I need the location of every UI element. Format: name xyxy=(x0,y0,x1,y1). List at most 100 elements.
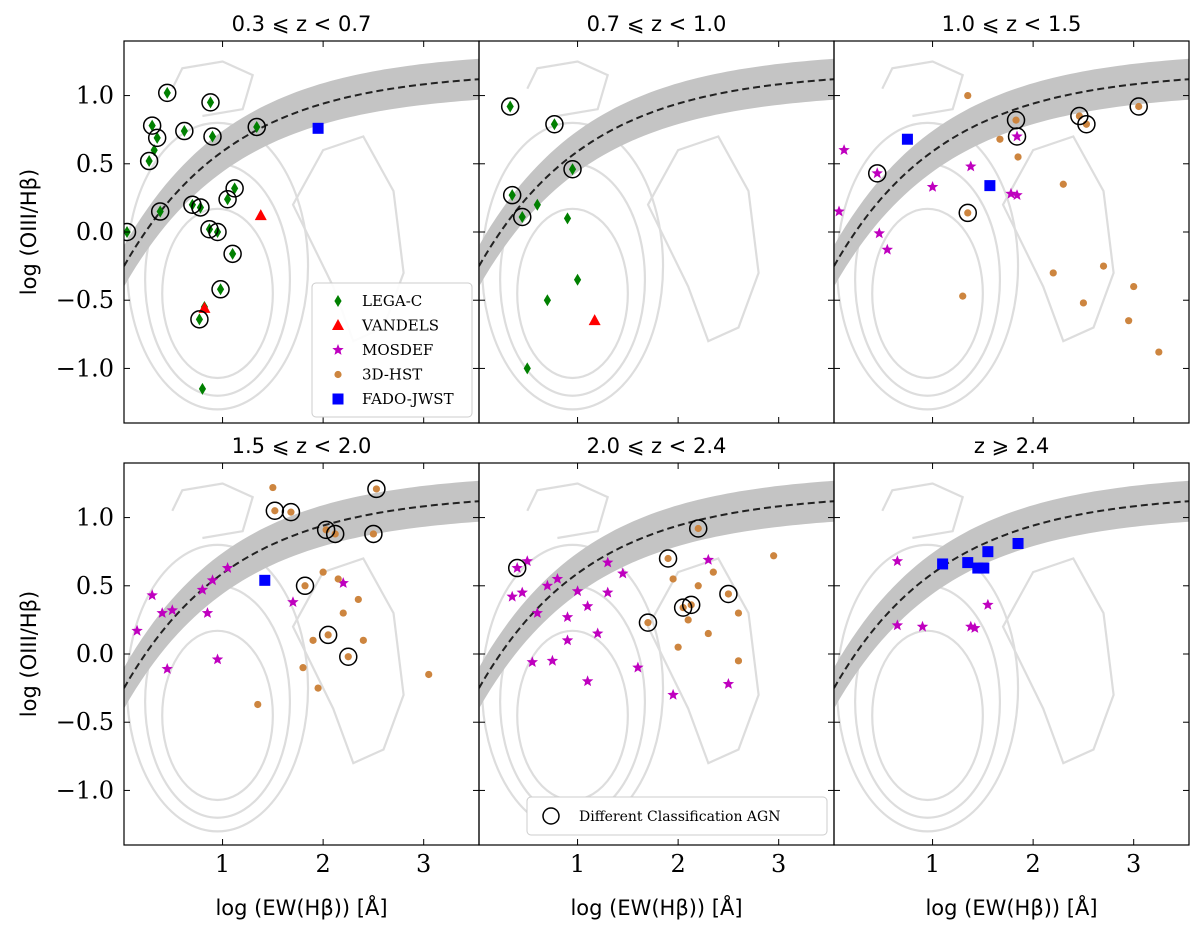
contour-ring xyxy=(161,207,274,380)
data-point xyxy=(508,189,516,202)
data-point xyxy=(145,155,153,168)
data-point xyxy=(180,125,188,138)
contour-ring xyxy=(516,629,629,802)
data-point xyxy=(309,636,317,644)
data-point xyxy=(314,684,322,692)
data-point xyxy=(1011,189,1023,200)
data-point xyxy=(571,585,584,597)
agn-circle xyxy=(316,520,336,540)
data-point xyxy=(834,205,845,217)
legend: LEGA-C VANDELS MOSDEF 3D-HST FADO-JWST xyxy=(311,282,473,418)
agn-circle xyxy=(1077,114,1096,134)
data-point xyxy=(206,96,215,109)
agn-circle xyxy=(281,502,301,522)
data-point xyxy=(369,530,378,538)
legend-label: VANDELS xyxy=(361,317,439,335)
contour-ring xyxy=(871,629,984,802)
agn-circle xyxy=(325,524,345,544)
y-tick-label: 1.0 xyxy=(76,82,114,110)
data-point xyxy=(838,144,850,155)
agn-circle xyxy=(201,93,220,112)
y-axis-label: log (OIII/Hβ) xyxy=(17,591,41,717)
data-point xyxy=(198,301,211,313)
data-point xyxy=(561,611,574,622)
data-point xyxy=(372,485,381,493)
contour-top xyxy=(526,60,610,118)
data-point xyxy=(873,227,885,239)
data-point xyxy=(231,182,239,195)
y-tick-label: −1.0 xyxy=(56,776,114,804)
data-point xyxy=(161,663,173,674)
data-point xyxy=(996,135,1004,143)
agn-circle xyxy=(1129,97,1148,116)
panel-5: 1 2 3 2.0 ⩽ z < 2.4 log (EW(Hβ)) [Å] Differen… xyxy=(478,434,835,920)
x-tick-label: 2 xyxy=(670,850,685,878)
agn-circle xyxy=(681,595,701,615)
agn-circle xyxy=(367,479,386,499)
data-point xyxy=(1130,282,1138,291)
data-point xyxy=(581,675,594,687)
panel-title: 1.0 ⩽ z < 1.5 xyxy=(942,12,1082,36)
x-axis-label: log (EW(Hβ)) [Å] xyxy=(570,894,742,920)
data-point xyxy=(588,314,601,326)
agn-circle xyxy=(191,198,210,217)
agn-circle xyxy=(512,207,532,227)
panel-title: 0.7 ⩽ z < 1.0 xyxy=(587,12,727,36)
agn-circle xyxy=(147,128,167,148)
data-point xyxy=(344,653,352,661)
contour-ring xyxy=(516,207,629,380)
demarcation-band xyxy=(834,480,1189,709)
data-point xyxy=(531,607,543,618)
demarcation-band xyxy=(479,58,834,287)
x-tick-label: 1 xyxy=(570,850,585,878)
legend-marker xyxy=(332,344,344,355)
contour-top xyxy=(526,482,610,540)
legend-label: FADO-JWST xyxy=(362,390,454,408)
x-tick-label: 3 xyxy=(416,850,431,878)
data-point xyxy=(506,100,514,113)
data-point xyxy=(674,643,682,651)
demarcation-line xyxy=(479,78,834,267)
data-point xyxy=(254,700,262,709)
data-point xyxy=(1079,299,1088,307)
agn-circle xyxy=(142,116,162,135)
agn-circle xyxy=(225,179,244,198)
agn-circle xyxy=(200,220,219,239)
x-tick-label: 3 xyxy=(771,850,786,878)
data-point xyxy=(269,483,277,492)
data-point xyxy=(148,119,156,132)
data-point xyxy=(156,205,164,218)
data-point xyxy=(359,636,367,644)
data-point xyxy=(561,634,574,646)
data-point xyxy=(1012,537,1024,549)
data-point xyxy=(287,508,295,516)
data-point xyxy=(211,653,224,665)
data-point xyxy=(709,568,717,576)
data-point xyxy=(216,283,225,296)
legend-marker xyxy=(334,370,342,379)
x-tick-label: 1 xyxy=(925,850,940,878)
series-3d-hst xyxy=(959,91,1163,356)
x-tick-label: 1 xyxy=(215,850,230,878)
data-point xyxy=(299,664,307,672)
y-tick-label: 0.0 xyxy=(76,218,114,246)
agn-circle xyxy=(247,117,266,137)
plot-area xyxy=(834,58,1189,411)
agn-circles xyxy=(265,479,386,666)
agn-circle xyxy=(150,202,170,221)
data-point xyxy=(312,122,324,134)
contour-lobe xyxy=(1001,135,1115,343)
data-point xyxy=(254,209,267,221)
y-tick-label: 0.5 xyxy=(76,572,114,600)
data-point xyxy=(1135,102,1143,111)
data-point xyxy=(684,616,692,624)
series-vandels xyxy=(588,314,601,326)
data-point xyxy=(1011,130,1023,142)
contour-top xyxy=(881,482,965,540)
data-point xyxy=(581,600,594,612)
series-mosdef xyxy=(891,555,994,633)
demarcation-line xyxy=(124,78,479,267)
series-fado-jwst xyxy=(937,537,1024,574)
agn-circle xyxy=(175,121,194,141)
data-point xyxy=(253,120,261,133)
